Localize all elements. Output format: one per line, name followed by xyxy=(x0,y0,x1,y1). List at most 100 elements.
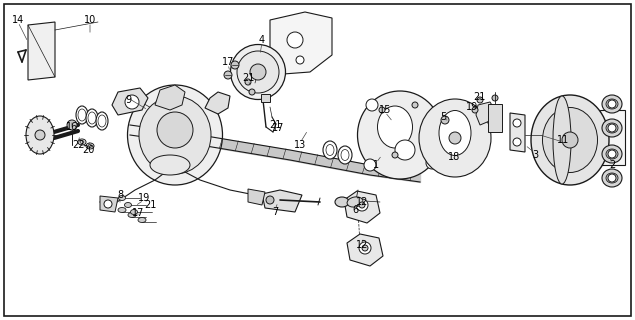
Polygon shape xyxy=(476,102,495,125)
Circle shape xyxy=(67,120,77,130)
Polygon shape xyxy=(28,22,55,80)
Circle shape xyxy=(359,242,371,254)
Circle shape xyxy=(231,61,239,69)
Circle shape xyxy=(157,112,193,148)
Ellipse shape xyxy=(439,110,471,156)
Ellipse shape xyxy=(602,169,622,187)
Ellipse shape xyxy=(335,197,349,207)
Polygon shape xyxy=(100,196,118,212)
Text: 4: 4 xyxy=(259,35,265,45)
Text: 17: 17 xyxy=(222,57,234,67)
Text: 15: 15 xyxy=(379,105,391,115)
Circle shape xyxy=(441,116,449,124)
Circle shape xyxy=(449,132,461,144)
Text: 12: 12 xyxy=(356,240,368,250)
Ellipse shape xyxy=(602,145,622,163)
Ellipse shape xyxy=(553,96,571,184)
Circle shape xyxy=(359,202,365,208)
Ellipse shape xyxy=(80,140,84,143)
Text: 16: 16 xyxy=(66,122,78,132)
Ellipse shape xyxy=(150,155,190,175)
Ellipse shape xyxy=(78,109,86,121)
Circle shape xyxy=(608,150,616,158)
Text: 20: 20 xyxy=(82,145,94,155)
Polygon shape xyxy=(261,94,270,102)
Ellipse shape xyxy=(98,115,106,127)
Ellipse shape xyxy=(237,51,279,93)
Circle shape xyxy=(364,159,376,171)
Polygon shape xyxy=(270,12,332,75)
Text: 9: 9 xyxy=(125,95,131,105)
Text: 19: 19 xyxy=(138,193,150,203)
Circle shape xyxy=(395,140,415,160)
Text: 22: 22 xyxy=(72,140,84,150)
Text: 21: 21 xyxy=(473,92,485,102)
Ellipse shape xyxy=(86,109,98,127)
Circle shape xyxy=(104,200,112,208)
Ellipse shape xyxy=(128,212,136,218)
Text: 17: 17 xyxy=(132,208,144,218)
Ellipse shape xyxy=(542,108,598,172)
Text: 21: 21 xyxy=(242,73,254,83)
Circle shape xyxy=(608,124,616,132)
Polygon shape xyxy=(205,92,230,114)
Circle shape xyxy=(412,102,418,108)
Ellipse shape xyxy=(377,106,413,148)
Text: 7: 7 xyxy=(272,207,278,217)
Polygon shape xyxy=(347,234,383,266)
Ellipse shape xyxy=(138,218,146,222)
Circle shape xyxy=(392,152,398,158)
Text: 17: 17 xyxy=(272,123,284,133)
Text: 3: 3 xyxy=(532,150,538,160)
Ellipse shape xyxy=(606,173,618,183)
Polygon shape xyxy=(344,191,380,223)
Polygon shape xyxy=(600,110,625,165)
Ellipse shape xyxy=(231,44,286,100)
Ellipse shape xyxy=(86,143,94,149)
Ellipse shape xyxy=(78,139,86,145)
Circle shape xyxy=(608,174,616,182)
Text: 19: 19 xyxy=(466,102,478,112)
Ellipse shape xyxy=(606,123,618,133)
Ellipse shape xyxy=(602,95,622,113)
Circle shape xyxy=(426,157,438,169)
Circle shape xyxy=(125,95,139,109)
Ellipse shape xyxy=(602,119,622,137)
Text: 13: 13 xyxy=(294,140,306,150)
Circle shape xyxy=(296,56,304,64)
Text: 5: 5 xyxy=(440,112,446,122)
Bar xyxy=(488,104,502,132)
Ellipse shape xyxy=(139,96,211,174)
Polygon shape xyxy=(510,113,525,152)
Polygon shape xyxy=(112,88,148,115)
Ellipse shape xyxy=(531,95,609,185)
Text: 12: 12 xyxy=(356,197,368,207)
Circle shape xyxy=(379,107,385,113)
Circle shape xyxy=(224,71,232,79)
Circle shape xyxy=(362,245,368,251)
Ellipse shape xyxy=(131,210,138,214)
Circle shape xyxy=(492,95,498,101)
Ellipse shape xyxy=(326,145,334,156)
Text: 21: 21 xyxy=(144,200,156,210)
Ellipse shape xyxy=(118,207,126,212)
Text: 2: 2 xyxy=(609,160,615,170)
Circle shape xyxy=(287,32,303,48)
Ellipse shape xyxy=(323,141,337,159)
Ellipse shape xyxy=(347,197,363,207)
Circle shape xyxy=(250,64,266,80)
Circle shape xyxy=(562,132,578,148)
Circle shape xyxy=(477,97,483,103)
Ellipse shape xyxy=(88,145,92,148)
Ellipse shape xyxy=(419,99,491,177)
Ellipse shape xyxy=(119,196,126,201)
Text: 11: 11 xyxy=(557,135,569,145)
Text: 18: 18 xyxy=(448,152,460,162)
Circle shape xyxy=(366,99,378,111)
Ellipse shape xyxy=(606,99,618,109)
Circle shape xyxy=(513,138,521,146)
Circle shape xyxy=(245,79,251,85)
Text: 1: 1 xyxy=(373,160,379,170)
Ellipse shape xyxy=(26,116,54,154)
Text: 8: 8 xyxy=(117,190,123,200)
